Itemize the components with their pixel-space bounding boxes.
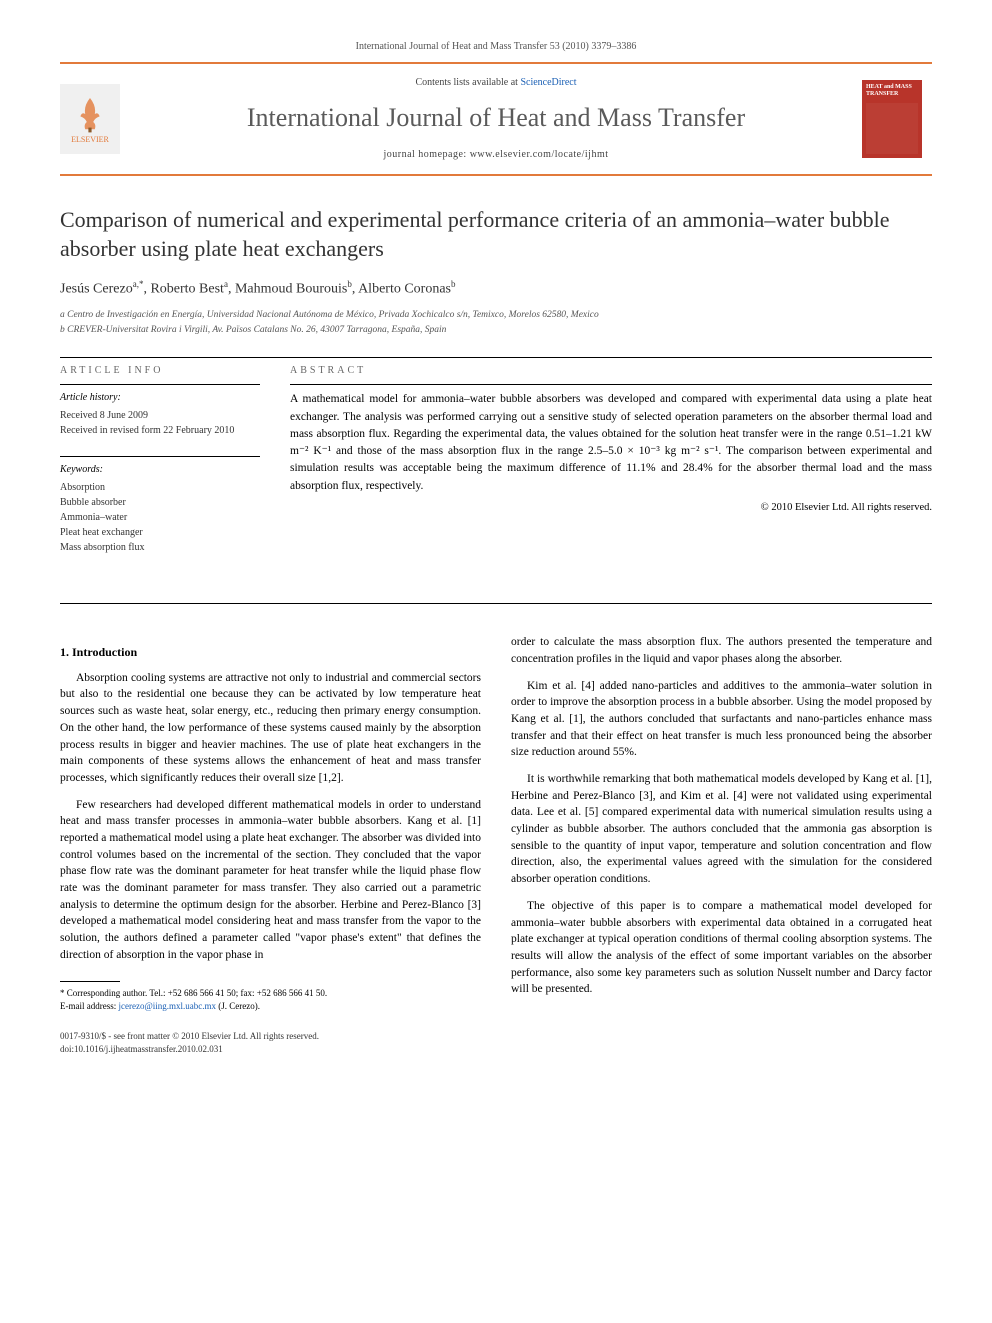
abstract-head: ABSTRACT (290, 364, 932, 378)
body-p3: order to calculate the mass absorption f… (511, 634, 932, 667)
cover-body (866, 103, 918, 154)
running-header: International Journal of Heat and Mass T… (60, 40, 932, 54)
contents-line: Contents lists available at ScienceDirec… (130, 76, 862, 90)
email-label: E-mail address: (60, 1001, 118, 1011)
rule-top (60, 357, 932, 358)
email-suffix: (J. Cerezo). (216, 1001, 260, 1011)
rule-keywords (60, 456, 260, 457)
page-footer: 0017-9310/$ - see front matter © 2010 El… (60, 1030, 932, 1055)
body-two-column: 1. Introduction Absorption cooling syste… (60, 634, 932, 1012)
body-p4: Kim et al. [4] added nano-particles and … (511, 678, 932, 761)
history-line-2: Received in revised form 22 February 201… (60, 423, 260, 438)
author-4: , Alberto Coronas (352, 281, 451, 296)
contents-prefix: Contents lists available at (415, 77, 520, 88)
keyword-3: Ammonia–water (60, 510, 260, 525)
homepage-prefix: journal homepage: (383, 149, 469, 160)
history-block: Article history: Received 8 June 2009 Re… (60, 391, 260, 438)
history-label: Article history: (60, 391, 260, 405)
abstract-column: ABSTRACT A mathematical model for ammoni… (290, 364, 932, 573)
sciencedirect-link[interactable]: ScienceDirect (520, 77, 576, 88)
journal-cover-thumb: HEAT and MASS TRANSFER (862, 80, 922, 158)
abstract-text: A mathematical model for ammonia–water b… (290, 391, 932, 495)
banner-right: HEAT and MASS TRANSFER (862, 80, 932, 158)
homepage-url: www.elsevier.com/locate/ijhmt (470, 149, 609, 160)
footnotes: * Corresponding author. Tel.: +52 686 56… (60, 987, 481, 1012)
issn-line: 0017-9310/$ - see front matter © 2010 El… (60, 1030, 932, 1043)
email-address[interactable]: jcerezo@iing.mxl.uabc.mx (118, 1001, 216, 1011)
keyword-5: Mass absorption flux (60, 540, 260, 555)
keyword-4: Pleat heat exchanger (60, 525, 260, 540)
corresponding-author: * Corresponding author. Tel.: +52 686 56… (60, 987, 481, 1000)
keyword-1: Absorption (60, 480, 260, 495)
affiliation-a: a Centro de Investigación en Energía, Un… (60, 309, 932, 322)
body-p2: Few researchers had developed different … (60, 797, 481, 964)
affiliations: a Centro de Investigación en Energía, Un… (60, 309, 932, 338)
publisher-logo-block: ELSEVIER (60, 84, 130, 154)
elsevier-tree-icon (72, 94, 108, 134)
rule-bottom (60, 603, 932, 604)
journal-title: International Journal of Heat and Mass T… (130, 100, 862, 136)
body-p1: Absorption cooling systems are attractiv… (60, 670, 481, 787)
publisher-name: ELSEVIER (71, 134, 109, 145)
keyword-2: Bubble absorber (60, 495, 260, 510)
doi-line: doi:10.1016/j.ijheatmasstransfer.2010.02… (60, 1043, 932, 1056)
info-abstract-row: ARTICLE INFO Article history: Received 8… (60, 364, 932, 573)
keywords-label: Keywords: (60, 463, 260, 477)
cover-title: HEAT and MASS TRANSFER (866, 84, 918, 97)
journal-banner: ELSEVIER Contents lists available at Sci… (60, 62, 932, 176)
article-title: Comparison of numerical and experimental… (60, 206, 932, 263)
abstract-copyright: © 2010 Elsevier Ltd. All rights reserved… (290, 501, 932, 516)
article-info-column: ARTICLE INFO Article history: Received 8… (60, 364, 260, 573)
affiliation-b: b CREVER-Universitat Rovira i Virgili, A… (60, 324, 932, 337)
author-list: Jesús Cerezoa,*, Roberto Besta, Mahmoud … (60, 278, 932, 299)
homepage-line: journal homepage: www.elsevier.com/locat… (130, 148, 862, 162)
banner-center: Contents lists available at ScienceDirec… (130, 76, 862, 162)
author-1: Jesús Cerezo (60, 281, 133, 296)
rule-abstract (290, 384, 932, 385)
footnote-separator (60, 981, 120, 982)
elsevier-logo: ELSEVIER (60, 84, 120, 154)
author-1-sup: a,* (133, 279, 144, 289)
body-p5: It is worthwhile remarking that both mat… (511, 771, 932, 888)
author-3: , Mahmoud Bourouis (228, 281, 347, 296)
email-line: E-mail address: jcerezo@iing.mxl.uabc.mx… (60, 1000, 481, 1013)
rule-info (60, 384, 260, 385)
author-4-sup: b (451, 279, 456, 289)
keywords-block: Keywords: Absorption Bubble absorber Amm… (60, 463, 260, 555)
article-info-head: ARTICLE INFO (60, 364, 260, 378)
section-1-heading: 1. Introduction (60, 644, 481, 661)
body-p6: The objective of this paper is to compar… (511, 898, 932, 998)
author-2: , Roberto Best (143, 281, 224, 296)
history-line-1: Received 8 June 2009 (60, 408, 260, 423)
